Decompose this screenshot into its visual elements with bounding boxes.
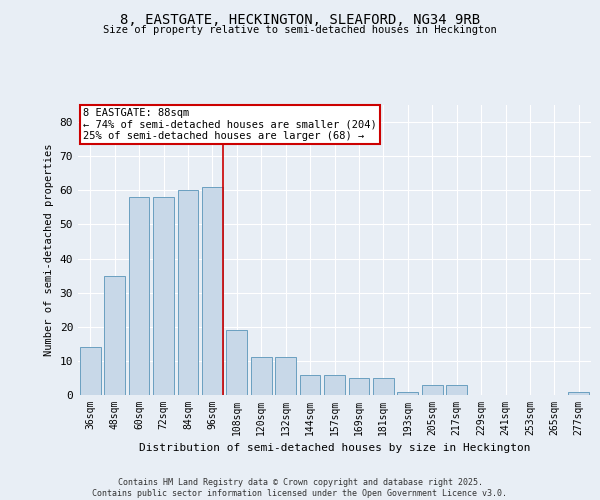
- Bar: [80, 347, 101, 395]
- Bar: [373, 378, 394, 395]
- Text: 8 EASTGATE: 88sqm
← 74% of semi-detached houses are smaller (204)
25% of semi-de: 8 EASTGATE: 88sqm ← 74% of semi-detached…: [83, 108, 377, 141]
- Y-axis label: Number of semi-detached properties: Number of semi-detached properties: [44, 144, 54, 356]
- Bar: [397, 392, 418, 395]
- Text: Contains HM Land Registry data © Crown copyright and database right 2025.
Contai: Contains HM Land Registry data © Crown c…: [92, 478, 508, 498]
- Bar: [104, 276, 125, 395]
- Bar: [178, 190, 199, 395]
- X-axis label: Distribution of semi-detached houses by size in Heckington: Distribution of semi-detached houses by …: [139, 444, 530, 454]
- Bar: [324, 374, 345, 395]
- Bar: [568, 392, 589, 395]
- Bar: [349, 378, 370, 395]
- Bar: [446, 385, 467, 395]
- Bar: [153, 197, 174, 395]
- Text: Size of property relative to semi-detached houses in Heckington: Size of property relative to semi-detach…: [103, 25, 497, 35]
- Text: 8, EASTGATE, HECKINGTON, SLEAFORD, NG34 9RB: 8, EASTGATE, HECKINGTON, SLEAFORD, NG34 …: [120, 12, 480, 26]
- Bar: [202, 187, 223, 395]
- Bar: [275, 358, 296, 395]
- Bar: [128, 197, 149, 395]
- Bar: [226, 330, 247, 395]
- Bar: [422, 385, 443, 395]
- Bar: [299, 374, 320, 395]
- Bar: [251, 358, 272, 395]
